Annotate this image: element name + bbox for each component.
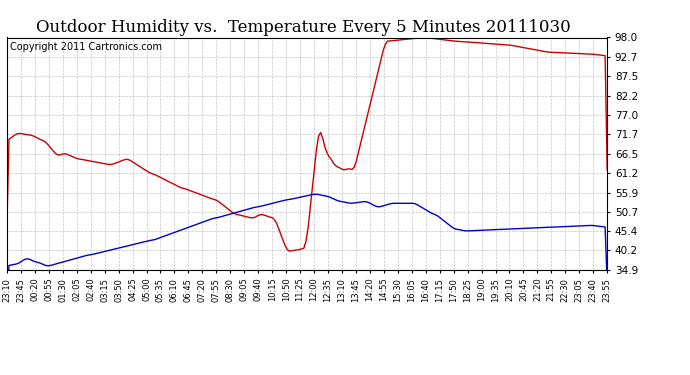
Text: Outdoor Humidity vs.  Temperature Every 5 Minutes 20111030: Outdoor Humidity vs. Temperature Every 5… xyxy=(37,19,571,36)
Text: Copyright 2011 Cartronics.com: Copyright 2011 Cartronics.com xyxy=(10,42,162,52)
